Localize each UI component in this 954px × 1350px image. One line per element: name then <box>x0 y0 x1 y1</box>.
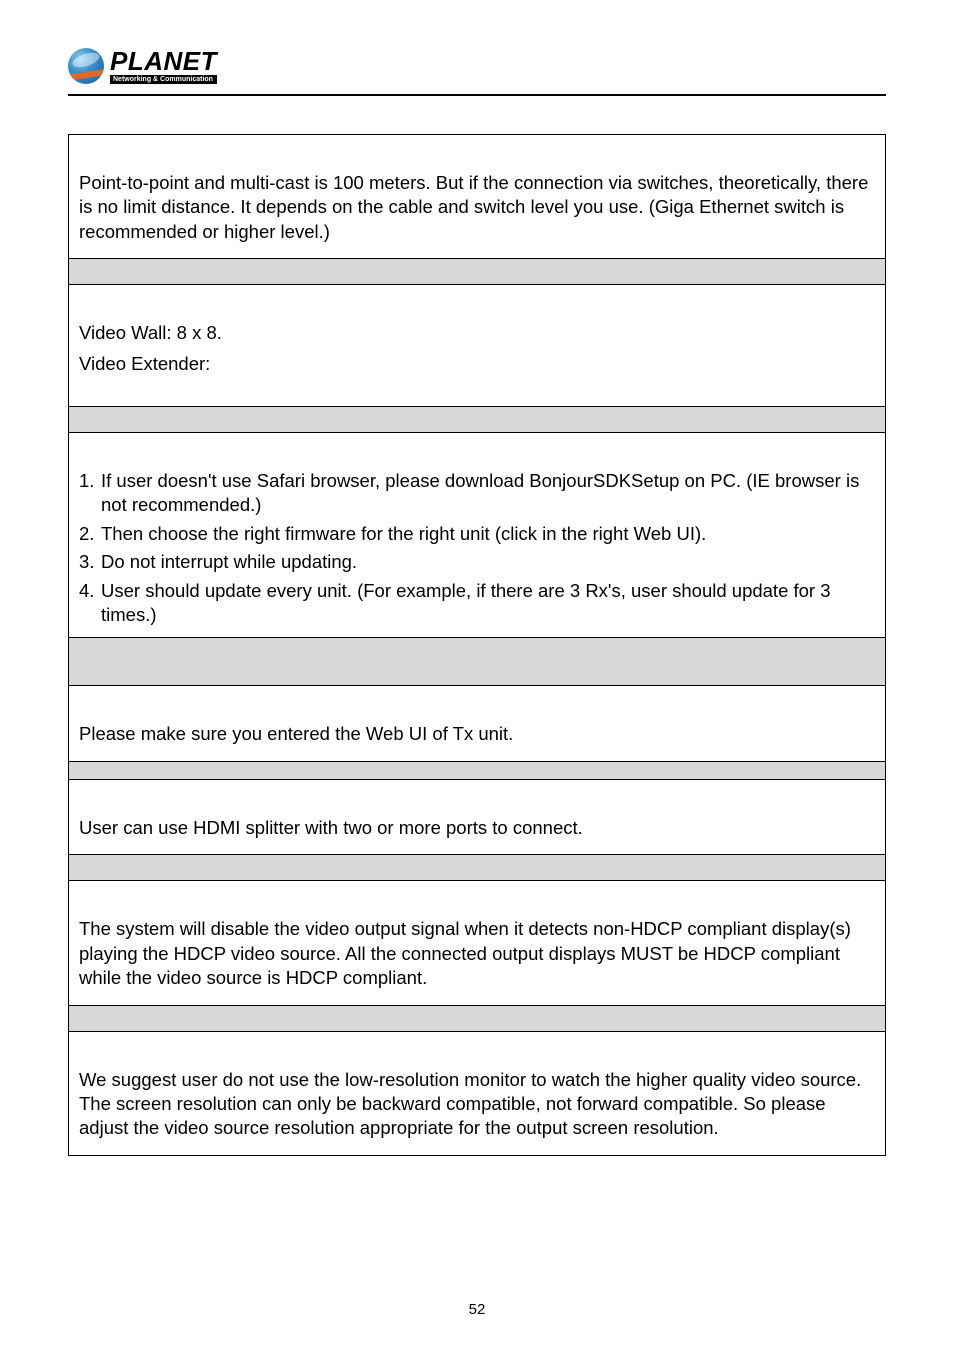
text-cell: The system will disable the video output… <box>69 881 886 1005</box>
list-item-number: 4. <box>79 579 101 628</box>
paragraph: Video Wall: 8 x 8. <box>79 321 875 345</box>
list-item-number: 2. <box>79 522 101 546</box>
separator-row <box>69 761 886 779</box>
paragraph: The system will disable the video output… <box>79 917 875 990</box>
list-item-text: User should update every unit. (For exam… <box>101 579 875 628</box>
content-table: Point-to-point and multi-cast is 100 met… <box>68 134 886 1156</box>
list-item: 1.If user doesn't use Safari browser, pl… <box>79 469 875 518</box>
list-item-text: If user doesn't use Safari browser, plea… <box>101 469 875 518</box>
list-item-text: Then choose the right firmware for the r… <box>101 522 875 546</box>
list-item: 4.User should update every unit. (For ex… <box>79 579 875 628</box>
text-cell: Video Wall: 8 x 8. Video Extender: <box>69 285 886 407</box>
paragraph: Point-to-point and multi-cast is 100 met… <box>79 171 875 244</box>
text-cell: User can use HDMI splitter with two or m… <box>69 779 886 854</box>
paragraph: Video Extender: <box>79 352 875 376</box>
paragraph: We suggest user do not use the low-resol… <box>79 1068 875 1141</box>
paragraph: Please make sure you entered the Web UI … <box>79 722 875 746</box>
list-cell: 1.If user doesn't use Safari browser, pl… <box>69 433 886 638</box>
separator-row <box>69 638 886 686</box>
list-item-number: 1. <box>79 469 101 518</box>
page-container: PLANET Networking & Communication Point-… <box>0 0 954 1196</box>
list-item: 3.Do not interrupt while updating. <box>79 550 875 574</box>
logo-tagline: Networking & Communication <box>110 75 217 84</box>
list-item-text: Do not interrupt while updating. <box>101 550 875 574</box>
planet-globe-icon <box>68 48 104 84</box>
logo-text: PLANET Networking & Communication <box>110 48 217 84</box>
separator-row <box>69 855 886 881</box>
paragraph: User can use HDMI splitter with two or m… <box>79 816 875 840</box>
list-item: 2.Then choose the right firmware for the… <box>79 522 875 546</box>
text-cell: Please make sure you entered the Web UI … <box>69 686 886 761</box>
header-divider <box>68 94 886 96</box>
logo-word: PLANET <box>110 48 217 74</box>
page-number: 52 <box>0 1301 954 1318</box>
separator-row <box>69 1005 886 1031</box>
text-cell: Point-to-point and multi-cast is 100 met… <box>69 135 886 259</box>
list-item-number: 3. <box>79 550 101 574</box>
separator-row <box>69 407 886 433</box>
text-cell: We suggest user do not use the low-resol… <box>69 1031 886 1155</box>
separator-row <box>69 259 886 285</box>
logo: PLANET Networking & Communication <box>68 48 886 84</box>
